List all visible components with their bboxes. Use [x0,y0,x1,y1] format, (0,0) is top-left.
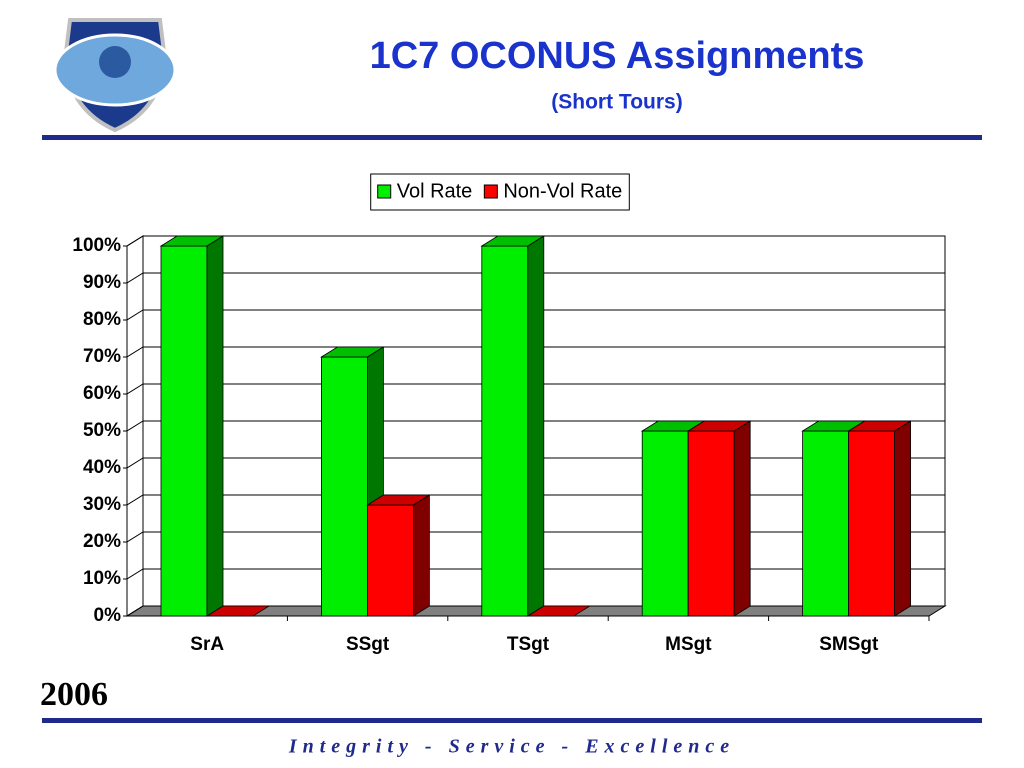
legend-swatch [377,184,392,199]
legend: Vol Rate Non-Vol Rate [370,173,630,211]
bar-top [480,235,546,247]
bar-front [366,504,414,617]
bar-top [526,605,592,617]
footer-motto: Integrity - Service - Excellence [288,736,735,758]
bar-top [205,605,271,617]
legend-box [370,173,630,211]
y-tick-label: 100% [72,235,121,256]
y-tick-label: 60% [83,383,121,404]
bar-top [159,235,225,247]
x-tick-label: TSgt [507,634,550,655]
rule [42,135,982,140]
y-tick-label: 50% [83,420,121,441]
grid-line [126,235,945,247]
chart-subtitle: (Short Tours) [551,91,682,114]
legend-label: Vol Rate [397,180,473,202]
bar-front [848,430,895,617]
y-tick-label: 0% [94,605,122,626]
bar-top [366,494,431,506]
bar-top [847,420,912,432]
grid-line [126,272,945,284]
y-tick-label: 70% [83,346,121,367]
y-tick-label: 20% [83,531,121,552]
x-tick-label: SMSgt [819,634,879,655]
bar-front [641,430,689,617]
legend-label: Non-Vol Rate [503,180,622,202]
bar-side [206,235,224,617]
bar-front [687,430,735,617]
chart-title: 1C7 OCONUS Assignments [370,35,865,77]
x-tick-label: SSgt [346,634,390,655]
rule [42,718,982,723]
bar-side [733,420,751,617]
bar-side [527,235,545,617]
chart: 0% 10% 20% 30% 40% 50% 60% 70% 80% 90% 100% SrA SSgt… [72,173,947,655]
y-tick-label: 30% [83,494,121,515]
grid-line [126,383,945,395]
y-tick-label: 10% [83,568,121,589]
y-tick-label: 40% [83,457,121,478]
y-tick-label: 90% [83,272,121,293]
logo [53,18,177,133]
grid-line [126,309,945,321]
bar-side [894,420,911,617]
bar-front [481,245,529,617]
grid-line [126,346,945,358]
x-tick-label: MSgt [665,634,712,655]
bar-front [160,245,208,617]
x-tick-label: SrA [190,634,224,655]
year-label: 2006 [40,676,108,713]
bar-top [686,420,752,432]
bar-side [412,494,430,617]
legend-swatch [483,184,498,199]
y-tick-label: 80% [83,309,121,330]
bar-front [802,430,849,617]
bar-top [320,346,385,358]
bar-front [320,356,368,617]
